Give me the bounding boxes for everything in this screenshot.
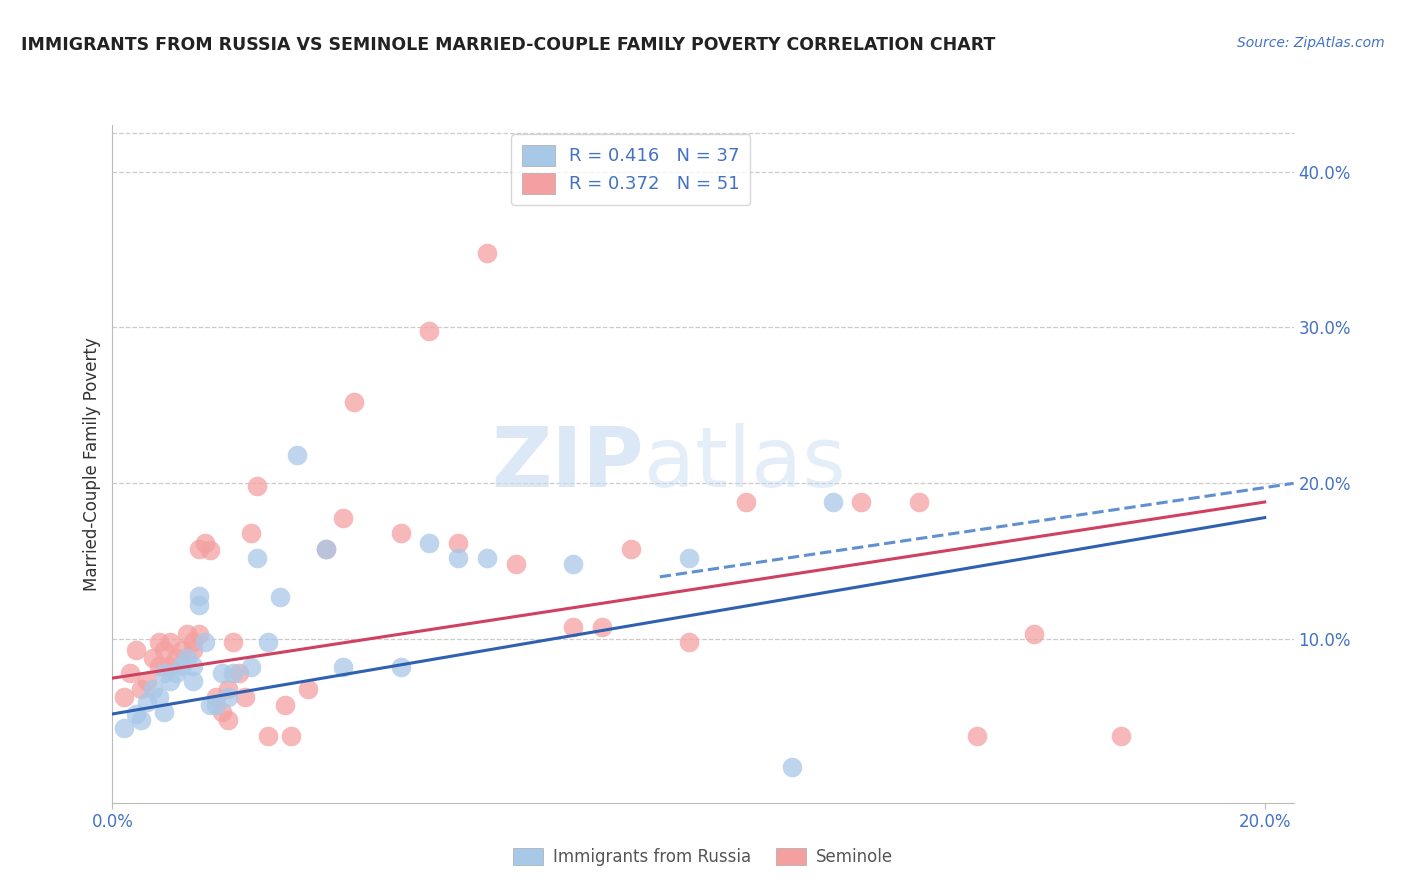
Point [136,694,159,708]
Point [332,510,354,524]
Point [148,658,170,673]
Point [181,674,204,689]
Point [505,558,527,572]
Point [112,690,135,704]
Point [181,635,204,649]
Point [257,635,280,649]
Point [194,535,217,549]
Point [228,666,250,681]
Point [297,681,319,696]
Point [678,635,700,649]
Point [176,627,198,641]
Point [124,706,146,721]
Point [1024,627,1046,641]
Point [165,651,187,665]
Point [274,698,297,712]
Point [620,541,643,556]
Point [239,660,262,674]
Point [245,551,267,566]
Point [285,448,308,462]
Point [211,706,233,720]
Point [908,495,931,509]
Point [165,666,187,681]
Point [170,643,193,657]
Point [257,729,280,743]
Point [181,658,204,673]
Point [418,535,440,549]
Point [187,598,209,612]
Point [343,395,366,409]
Point [129,681,152,696]
Point [142,651,165,665]
Point [315,541,337,556]
Point [200,698,222,712]
Point [217,713,239,727]
Point [332,660,354,674]
Text: ZIP: ZIP [492,424,644,504]
Point [222,666,245,681]
Point [269,590,291,604]
Point [389,526,412,541]
Point [447,535,470,549]
Point [124,643,146,657]
Point [181,643,204,657]
Point [821,495,844,509]
Text: atlas: atlas [644,424,845,504]
Point [222,635,245,649]
Point [782,760,804,774]
Point [475,245,498,260]
Point [200,543,222,558]
Point [239,526,262,541]
Point [591,620,613,634]
Point [194,635,217,649]
Point [159,635,181,649]
Point [245,479,267,493]
Point [159,674,181,689]
Point [153,706,176,720]
Point [112,721,135,735]
Text: IMMIGRANTS FROM RUSSIA VS SEMINOLE MARRIED-COUPLE FAMILY POVERTY CORRELATION CHA: IMMIGRANTS FROM RUSSIA VS SEMINOLE MARRI… [21,36,995,54]
Point [211,666,233,681]
Point [217,681,239,696]
Point [280,729,302,743]
Point [475,551,498,566]
Point [153,666,176,681]
Point [148,635,170,649]
Point [187,627,209,641]
Point [233,690,256,704]
Point [148,690,170,704]
Point [966,729,988,743]
Point [678,551,700,566]
Point [735,495,758,509]
Point [217,690,239,704]
Point [562,558,585,572]
Text: Source: ZipAtlas.com: Source: ZipAtlas.com [1237,36,1385,50]
Point [205,690,228,704]
Point [129,713,152,727]
Point [851,495,873,509]
Point [187,541,209,556]
Point [1109,729,1132,743]
Point [205,698,228,712]
Point [136,674,159,689]
Point [418,324,440,338]
Point [159,658,181,673]
Point [153,643,176,657]
Point [176,651,198,665]
Point [389,660,412,674]
Point [562,620,585,634]
Point [170,658,193,673]
Legend: Immigrants from Russia, Seminole: Immigrants from Russia, Seminole [506,841,900,872]
Point [142,681,165,696]
Point [187,589,209,603]
Y-axis label: Married-Couple Family Poverty: Married-Couple Family Poverty [83,337,101,591]
Point [315,541,337,556]
Point [447,551,470,566]
Point [118,666,141,681]
